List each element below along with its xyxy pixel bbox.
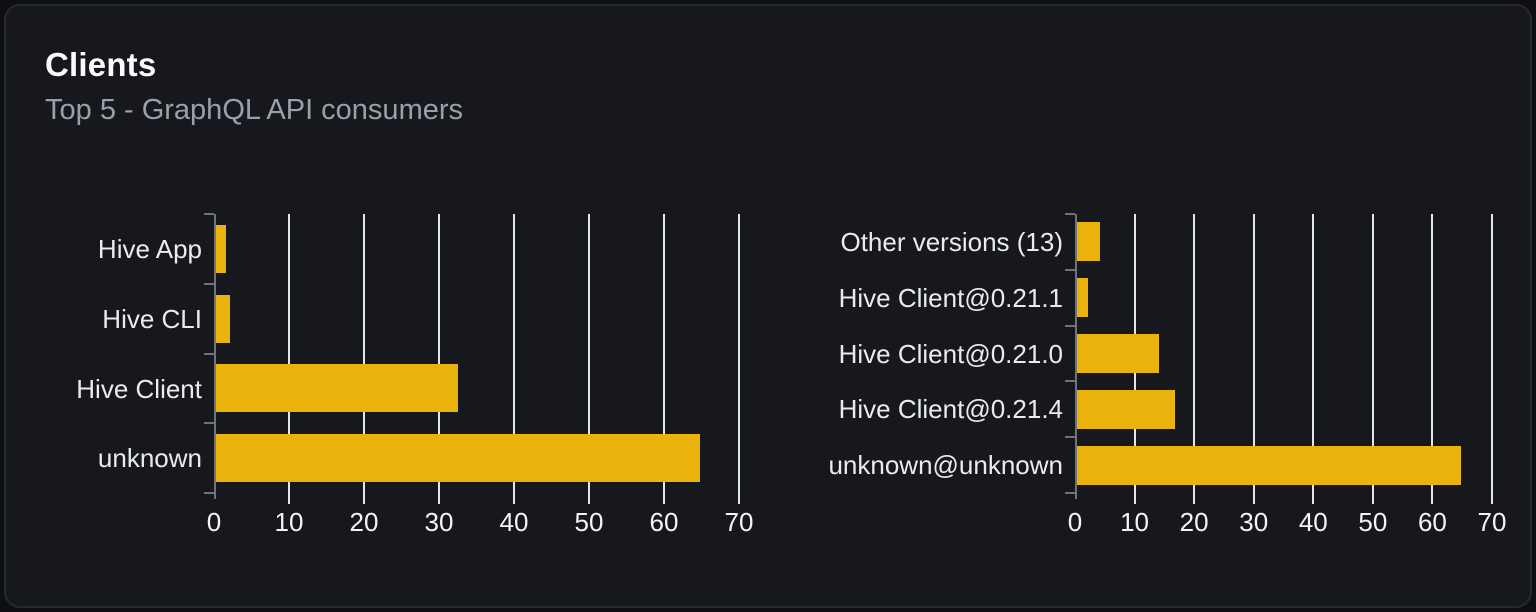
gridline [663, 214, 665, 504]
x-tick-label: 50 [574, 507, 604, 537]
y-axis-tick [204, 353, 214, 355]
gridline [588, 214, 590, 504]
x-tick-label: 30 [1239, 507, 1269, 537]
category-label: Other versions (13) [840, 227, 1063, 257]
gridline [738, 214, 740, 504]
x-tick-label: 20 [1179, 507, 1209, 537]
x-tick-label: 50 [1358, 507, 1388, 537]
y-axis-tick [1065, 380, 1075, 382]
y-axis-tick [1065, 269, 1075, 271]
x-tick-label: 0 [1067, 507, 1083, 537]
category-label: Hive Client [76, 374, 202, 404]
gridline [1312, 214, 1315, 504]
bar [216, 434, 700, 482]
bar [1077, 278, 1089, 317]
y-axis-tick [204, 213, 214, 215]
gridline [1491, 214, 1493, 504]
y-axis-line [1075, 214, 1077, 499]
category-label: unknown [97, 443, 202, 473]
x-tick-label: 30 [424, 507, 454, 537]
category-label: Hive Client@0.21.4 [838, 394, 1063, 424]
x-tick-label: 10 [1120, 507, 1150, 537]
bar [216, 225, 226, 273]
x-tick-label: 0 [206, 507, 222, 537]
bar [216, 364, 458, 412]
plot-area: 0 10 20 30 40 50 60 70 [204, 213, 753, 537]
x-tick-label: 60 [1417, 507, 1447, 537]
category-label: Hive Client@0.21.0 [838, 339, 1063, 369]
bar [216, 295, 231, 343]
clients-by-version-chart: Other versions (13) Hive Client@0.21.1 Hiv… [812, 213, 1506, 553]
x-tick-label: 70 [724, 507, 754, 537]
gridline [1431, 214, 1434, 504]
gridline [1371, 214, 1374, 504]
clients-card: Clients Top 5 - GraphQL API consumers Hi… [4, 4, 1532, 608]
x-tick-label: 20 [349, 507, 379, 537]
gridline [288, 214, 290, 504]
category-label: Hive Client@0.21.1 [838, 283, 1063, 313]
y-axis-tick [1065, 436, 1075, 438]
y-axis-line [214, 214, 216, 499]
y-axis-tick [204, 492, 214, 494]
x-tick-label: 40 [1298, 507, 1328, 537]
plot-area: 0 10 20 30 40 50 60 70 [1065, 213, 1506, 537]
gridline [363, 214, 365, 504]
gridline [1193, 214, 1196, 504]
card-title: Clients [45, 46, 157, 83]
bar [1077, 390, 1175, 429]
bar [1077, 446, 1462, 485]
category-label: Hive App [97, 234, 202, 264]
y-axis-tick [204, 422, 214, 424]
y-axis-tick [1065, 492, 1075, 494]
x-tick-label: 10 [274, 507, 304, 537]
category-label: unknown@unknown [828, 450, 1063, 480]
bar [1077, 334, 1159, 373]
bar [1077, 222, 1101, 261]
y-axis-tick [204, 283, 214, 285]
card-subtitle: Top 5 - GraphQL API consumers [45, 94, 464, 126]
category-labels: Hive App Hive CLI Hive Client unknown [42, 214, 202, 493]
gridline [438, 214, 440, 504]
x-tick-label: 40 [499, 507, 529, 537]
y-axis-tick [1065, 213, 1075, 215]
category-labels: Other versions (13) Hive Client@0.21.1 Hiv… [812, 214, 1063, 493]
gridline [1252, 214, 1255, 504]
x-tick-label: 60 [649, 507, 679, 537]
y-axis-tick [1065, 325, 1075, 327]
x-tick-label: 70 [1477, 507, 1507, 537]
category-label: Hive CLI [102, 304, 202, 334]
clients-by-name-chart: Hive App Hive CLI Hive Client unknown 0 10 20… [42, 213, 753, 553]
gridline [513, 214, 515, 504]
